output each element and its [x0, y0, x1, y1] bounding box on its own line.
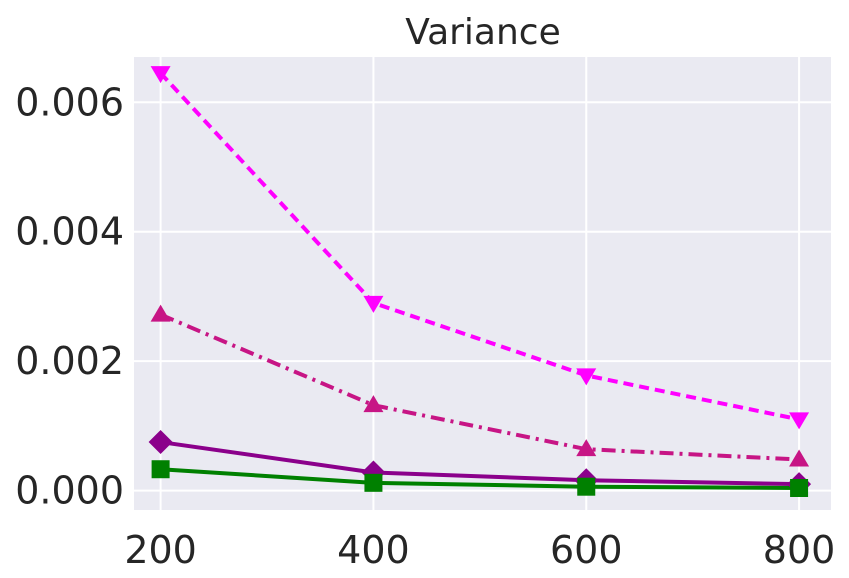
series-3-point-3	[790, 478, 809, 497]
series-1-point-1	[363, 395, 384, 413]
y-tick-label-1: 0.002	[15, 339, 124, 383]
series-line-3	[160, 467, 800, 490]
grid	[134, 57, 831, 510]
series-0-point-1	[363, 295, 384, 313]
x-tick-label-2: 600	[550, 528, 623, 572]
series-line-0	[159, 71, 800, 422]
x-tick-label-0: 200	[124, 528, 197, 572]
series-0-point-0	[150, 66, 171, 84]
series-layer	[159, 71, 800, 490]
series-2-point-0	[148, 430, 173, 455]
y-tick-label-0: 0.000	[15, 469, 124, 513]
series-3-point-2	[577, 477, 596, 496]
plot-area	[134, 57, 831, 510]
x-tick-label-1: 400	[337, 528, 410, 572]
series-0-point-3	[789, 412, 810, 430]
series-3-point-1	[364, 473, 383, 492]
tick-labels: 200 400 600 800 0.000 0.002 0.004 0.006	[15, 80, 835, 572]
series-1-point-3	[789, 449, 810, 467]
marker-layer	[148, 66, 812, 497]
series-1-point-2	[576, 439, 597, 457]
series-line-1	[159, 312, 800, 462]
series-3-point-0	[151, 460, 170, 479]
x-tick-label-3: 800	[763, 528, 836, 572]
series-line-2	[160, 440, 800, 487]
series-1-point-0	[150, 304, 171, 322]
chart-title: Variance	[405, 12, 561, 53]
y-tick-label-2: 0.004	[15, 210, 124, 254]
series-0-point-2	[576, 368, 597, 386]
y-tick-label-3: 0.006	[15, 80, 124, 124]
